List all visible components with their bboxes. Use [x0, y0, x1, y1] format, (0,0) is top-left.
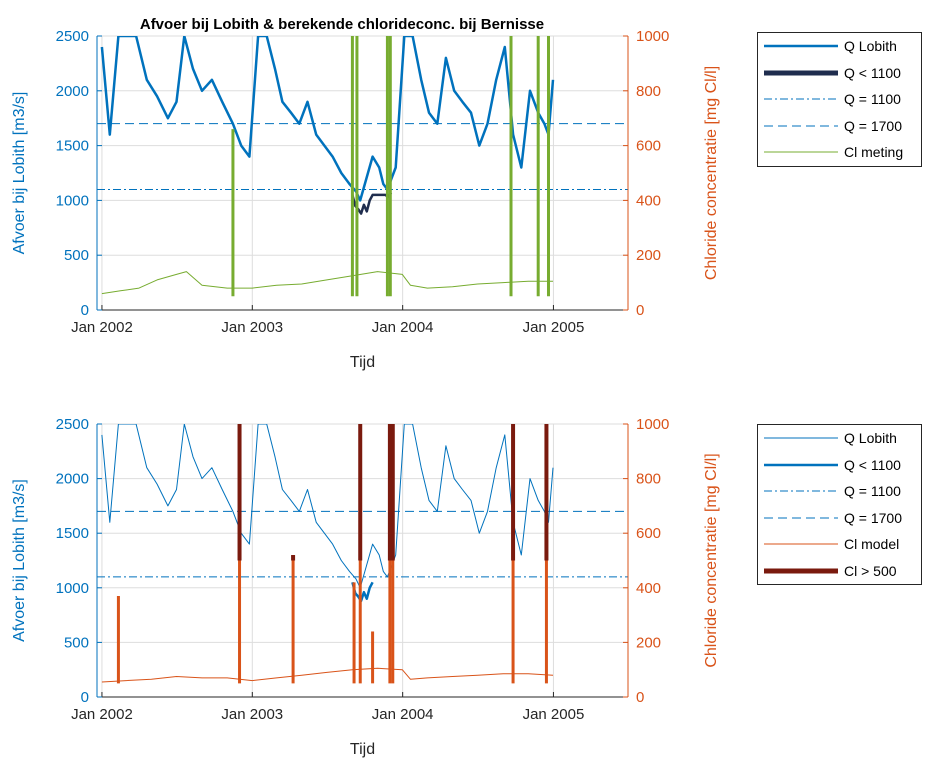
x-tick-label: Jan 2002 [71, 706, 133, 723]
legend-label: Cl model [844, 536, 900, 553]
plot-area [97, 36, 628, 297]
legend-item: Q = 1100 [758, 478, 921, 505]
x-axis-label: Tijd [350, 354, 375, 371]
legend-label: Q = 1700 [844, 117, 902, 134]
figure-title: Afvoer bij Lobith & berekende chlorideco… [140, 16, 544, 33]
legend-swatch [762, 40, 840, 52]
x-tick-label: Jan 2003 [221, 706, 283, 723]
y-left-tick-label: 1000 [56, 580, 89, 597]
legend-label: Cl meting [844, 144, 904, 161]
y-left-tick-label: 1000 [56, 192, 89, 209]
legend-item: Cl meting [758, 139, 921, 166]
legend-item: Q = 1700 [758, 113, 921, 140]
legend-bottom: Q Lobith Q < 1100 Q = 1100 Q = 1700 Cl model… [757, 424, 922, 585]
legend-swatch [762, 485, 840, 497]
legend-label: Q < 1100 [844, 456, 901, 473]
x-tick-label: Jan 2002 [71, 319, 133, 336]
legend-label: Q Lobith [844, 430, 897, 447]
y-left-tick-label: 0 [81, 302, 89, 319]
y-axis-left-label: Afvoer bij Lobith [m3/s] [11, 92, 28, 255]
x-tick-label: Jan 2005 [523, 706, 585, 723]
legend-swatch [762, 146, 840, 158]
series-q-lobith-line [100, 36, 555, 202]
legend-item: Q Lobith [758, 425, 921, 452]
legend-label: Q < 1100 [844, 64, 901, 81]
panel-top-chart: Jan 2002 Jan 2003 Jan 2004 Jan 2005 0 500 1000… [11, 28, 720, 371]
legend-item: Q < 1100 [758, 452, 921, 479]
legend-label: Q = 1700 [844, 509, 902, 526]
y-right-tick-label: 0 [636, 302, 644, 319]
legend-swatch [762, 120, 840, 132]
y-axis-left-label: Afvoer bij Lobith [m3/s] [11, 479, 28, 642]
series-q-1100-line [351, 581, 374, 603]
y-left-tick-label: 1500 [56, 525, 89, 542]
legend-item: Cl model [758, 531, 921, 558]
x-tick-label: Jan 2004 [372, 706, 434, 723]
panel-bottom-chart: Jan 2002 Jan 2003 Jan 2004 Jan 2005 0 500 1000… [11, 416, 720, 758]
y-right-tick-label: 1000 [636, 28, 669, 45]
legend-label: Q = 1100 [844, 91, 901, 108]
legend-item: Q = 1700 [758, 505, 921, 532]
legend-swatch [762, 538, 840, 550]
y-right-tick-label: 200 [636, 247, 661, 264]
x-axis-label: Tijd [350, 741, 375, 758]
y-right-tick-label: 400 [636, 192, 661, 209]
y-left-tick-label: 2000 [56, 83, 89, 100]
legend-label: Q Lobith [844, 38, 897, 55]
y-right-tick-label: 800 [636, 471, 661, 488]
y-left-tick-label: 2500 [56, 28, 89, 45]
plot-area [97, 424, 628, 684]
legend-swatch [762, 93, 840, 105]
y-left-tick-label: 2500 [56, 416, 89, 433]
y-right-tick-label: 400 [636, 580, 661, 597]
y-right-tick-label: 600 [636, 138, 661, 155]
x-tick-label: Jan 2003 [221, 319, 283, 336]
legend-label: Q = 1100 [844, 483, 901, 500]
legend-item: Q Lobith [758, 33, 921, 60]
y-right-tick-label: 0 [636, 689, 644, 706]
x-tick-label: Jan 2005 [523, 319, 585, 336]
legend-item: Cl > 500 [758, 558, 921, 585]
y-left-tick-label: 500 [64, 247, 89, 264]
y-left-tick-label: 500 [64, 634, 89, 651]
y-axis-right-label: Chloride concentratie [mg Cl/l] [703, 66, 720, 280]
y-right-tick-label: 800 [636, 83, 661, 100]
legend-swatch [762, 67, 840, 79]
legend-item: Q < 1100 [758, 60, 921, 87]
series-q-lobith-line [101, 424, 554, 589]
y-right-tick-label: 200 [636, 634, 661, 651]
series-cl-model-line [101, 667, 554, 683]
legend-swatch [762, 432, 840, 444]
legend-item: Q = 1100 [758, 86, 921, 113]
y-left-tick-label: 2000 [56, 471, 89, 488]
legend-label: Cl > 500 [844, 562, 897, 579]
legend-top: Q Lobith Q < 1100 Q = 1100 Q = 1700 Cl metin… [757, 32, 922, 167]
y-right-tick-label: 600 [636, 525, 661, 542]
y-axis-right-label: Chloride concentratie [mg Cl/l] [703, 453, 720, 667]
y-left-tick-label: 0 [81, 689, 89, 706]
y-right-tick-label: 1000 [636, 416, 669, 433]
x-tick-label: Jan 2004 [372, 319, 434, 336]
series-cl-meting-line [101, 271, 553, 295]
y-left-tick-label: 1500 [56, 138, 89, 155]
legend-swatch [762, 459, 840, 471]
legend-swatch [762, 565, 840, 577]
legend-swatch [762, 512, 840, 524]
